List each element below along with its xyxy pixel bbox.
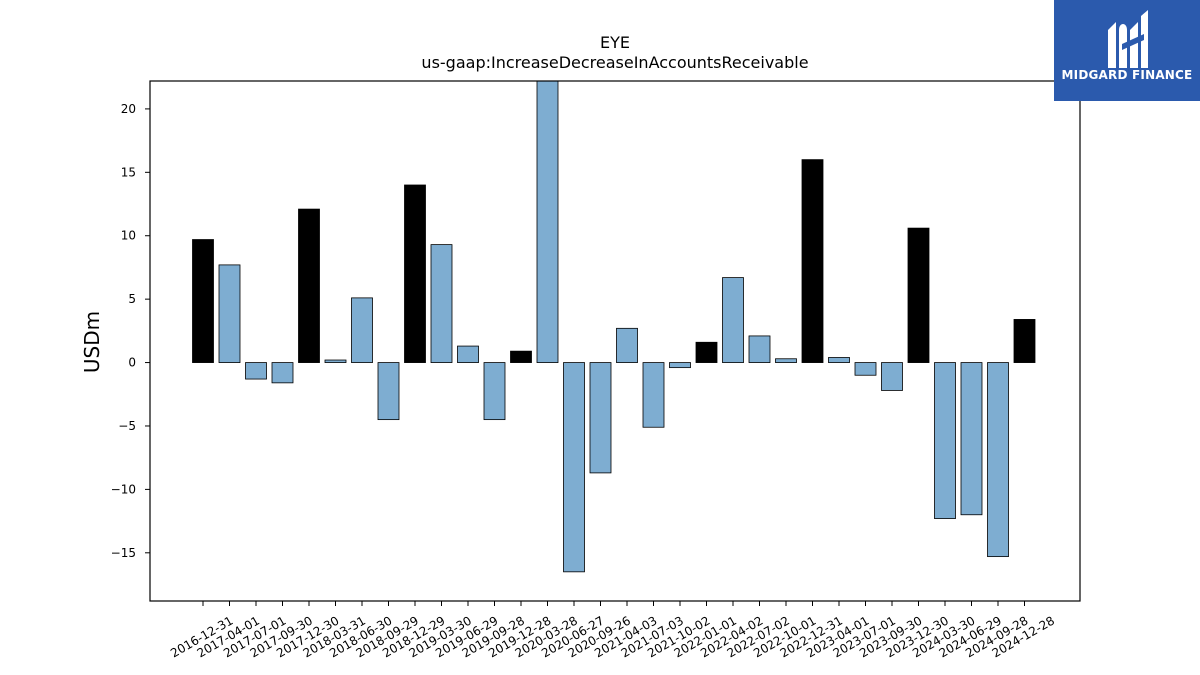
y-tick-label: −10 xyxy=(111,482,136,496)
bar-2018-09-29 xyxy=(377,362,400,421)
bar-2019-06-29 xyxy=(457,345,479,363)
bar-2022-07-02 xyxy=(748,335,771,363)
bar-2016-12-31 xyxy=(192,239,214,363)
bar-2024-03-30 xyxy=(934,362,956,519)
brand-logo: MIDGARD FINANCE xyxy=(1054,0,1200,101)
bar-2023-09-30 xyxy=(881,362,903,391)
y-axis-label: USDm xyxy=(80,311,104,373)
y-tick-label: 20 xyxy=(121,102,136,116)
y-tick-label: 15 xyxy=(121,165,136,179)
chart-subtitle: us-gaap:IncreaseDecreaseInAccountsReceiv… xyxy=(421,53,808,72)
chart-title: EYE xyxy=(600,33,630,52)
bar-2023-07-01 xyxy=(854,362,877,376)
bar-2024-09-28 xyxy=(987,362,1009,558)
y-tick-label: 5 xyxy=(128,292,136,306)
plot-frame xyxy=(149,80,1081,602)
bar-2017-12-30 xyxy=(298,208,320,363)
bar-2022-12-31 xyxy=(801,159,824,363)
y-tick-label: 10 xyxy=(121,229,136,243)
brand-name: MIDGARD FINANCE xyxy=(1061,68,1193,82)
bar-2019-09-28 xyxy=(483,362,506,421)
bar-2017-09-30 xyxy=(271,362,294,384)
bar-2019-12-28 xyxy=(510,350,532,363)
bars-group xyxy=(192,80,1036,573)
bar-2022-01-01 xyxy=(695,341,718,363)
y-axis: −15 −10 −5 0 5 10 15 20 xyxy=(111,102,150,560)
bar-2021-07-03 xyxy=(642,362,665,428)
bar-2021-04-03 xyxy=(616,327,638,363)
y-tick-label: 0 xyxy=(128,356,136,370)
bar-2020-06-27 xyxy=(563,362,585,573)
bar-2020-09-26 xyxy=(589,362,612,474)
bar-2022-04-02 xyxy=(722,277,744,363)
bar-2023-04-01 xyxy=(828,357,850,363)
bar-2021-10-02 xyxy=(669,362,691,369)
bar-2023-12-30 xyxy=(907,227,930,363)
bar-2018-03-31 xyxy=(324,359,347,363)
bar-2017-04-01 xyxy=(218,264,241,363)
bar-2024-06-29 xyxy=(960,362,983,516)
bar-2020-03-28 xyxy=(536,80,559,363)
x-axis: 2016-12-312017-04-012017-07-012017-09-30… xyxy=(168,601,1057,660)
bar-2017-07-01 xyxy=(245,362,267,380)
bar-2018-06-30 xyxy=(351,297,373,363)
bar-2019-03-30 xyxy=(430,244,453,363)
bar-2024-12-28 xyxy=(1013,319,1036,363)
bar-2022-10-01 xyxy=(775,358,797,363)
brand-mark-icon xyxy=(1108,10,1148,68)
y-tick-label: −5 xyxy=(118,419,136,433)
y-tick-label: −15 xyxy=(111,546,136,560)
bar-2018-12-29 xyxy=(404,184,426,363)
